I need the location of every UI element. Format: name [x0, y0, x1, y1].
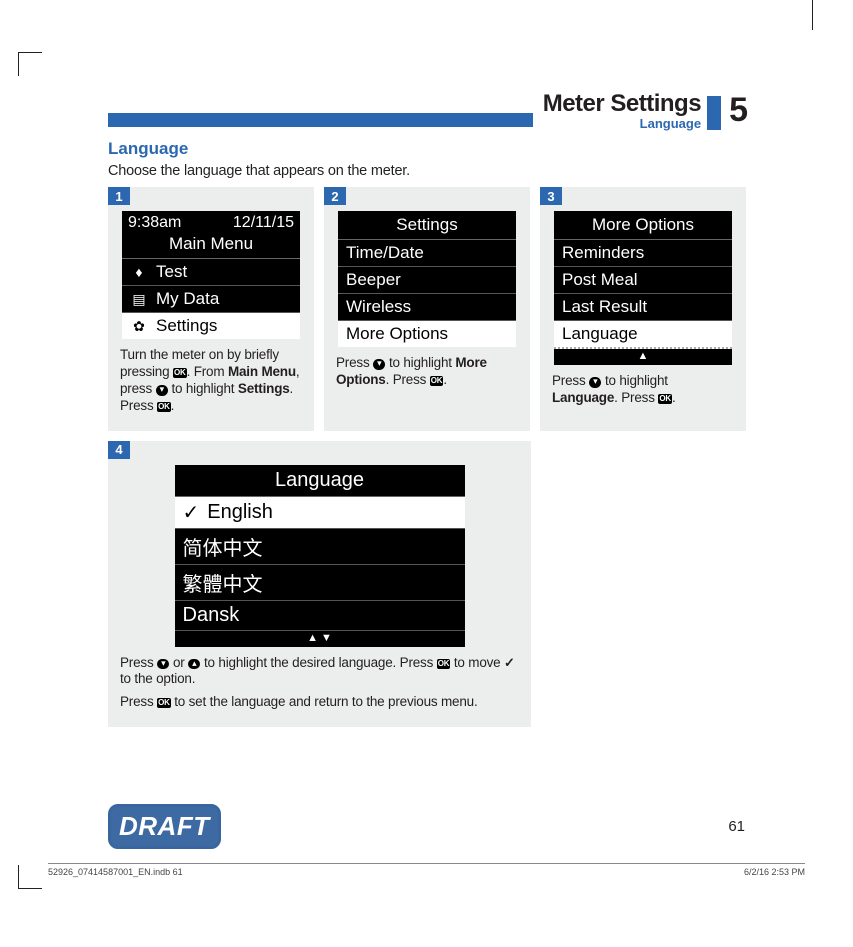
draft-badge: DRAFT — [108, 804, 221, 849]
ok-icon: OK — [430, 376, 444, 386]
meter-screen-language: Language ✓ English 简体中文 繁體中文 Dansk ▲ ▼ — [175, 465, 465, 647]
chapter-number: 5 — [729, 91, 748, 130]
menu-item: 繁體中文 — [175, 565, 465, 601]
menu-item: Dansk — [175, 601, 465, 631]
intro-text: Choose the language that appears on the … — [108, 163, 748, 179]
screen-title: Language — [175, 465, 465, 497]
screen-date: 12/11/15 — [233, 214, 294, 232]
crop-mark — [18, 865, 42, 889]
steps-row-1: 1 9:38am 12/11/15 Main Menu ♦ Test ▤ My … — [108, 187, 748, 431]
section-heading: Language — [108, 139, 748, 159]
step-number: 2 — [324, 187, 346, 205]
step-number: 4 — [108, 441, 130, 459]
menu-item: 简体中文 — [175, 529, 465, 565]
menu-item: Beeper — [338, 267, 516, 294]
scroll-up-icon: ▲ — [554, 349, 732, 365]
step-number: 1 — [108, 187, 130, 205]
print-footer: 52926_07414587001_EN.indb 61 6/2/16 2:53… — [48, 863, 805, 877]
screen-title: Settings — [338, 211, 516, 240]
menu-item-selected: ✓ English — [175, 497, 465, 529]
meter-screen-more-options: More Options Reminders Post Meal Last Re… — [554, 211, 732, 365]
page-content: Meter Settings Language 5 Language Choos… — [108, 90, 748, 727]
crop-mark — [18, 52, 42, 76]
ok-icon: OK — [157, 698, 171, 708]
meter-screen-settings: Settings Time/Date Beeper Wireless More … — [338, 211, 516, 347]
page-number: 61 — [728, 818, 745, 835]
arrow-down-icon: ▾ — [589, 377, 601, 388]
arrow-down-icon: ▾ — [373, 359, 385, 370]
menu-item: Wireless — [338, 294, 516, 321]
screen-title: Main Menu — [122, 232, 300, 259]
ok-icon: OK — [437, 659, 451, 669]
menu-item-selected: More Options — [338, 321, 516, 347]
arrow-up-icon: ▴ — [188, 659, 200, 670]
section-subtitle: Language — [543, 116, 701, 131]
ok-icon: OK — [658, 394, 672, 404]
menu-item-mydata: ▤ My Data — [122, 286, 300, 313]
step-3: 3 More Options Reminders Post Meal Last … — [540, 187, 746, 431]
menu-item: Time/Date — [338, 240, 516, 267]
step-2-text: Press ▾ to highlight More Options. Press… — [324, 355, 530, 389]
step-4-text: Press ▾ or ▴ to highlight the desired la… — [108, 655, 531, 712]
chapter-header: Meter Settings Language 5 — [108, 90, 748, 131]
arrow-down-icon: ▾ — [157, 659, 169, 670]
doc-icon: ▤ — [130, 291, 148, 307]
header-bar — [108, 113, 533, 127]
step-2: 2 Settings Time/Date Beeper Wireless Mor… — [324, 187, 530, 431]
menu-item-test: ♦ Test — [122, 259, 300, 286]
gear-icon: ✿ — [130, 318, 148, 334]
draft-label: DRAFT — [119, 811, 210, 841]
arrow-down-icon: ▾ — [156, 385, 168, 396]
menu-item: Post Meal — [554, 267, 732, 294]
step-1-text: Turn the meter on by briefly pressing OK… — [108, 347, 314, 415]
header-end-block — [707, 96, 721, 130]
screen-time: 9:38am — [128, 214, 181, 232]
step-number: 3 — [540, 187, 562, 205]
screen-title: More Options — [554, 211, 732, 240]
check-icon: ✓ — [504, 655, 515, 671]
menu-item: Reminders — [554, 240, 732, 267]
step-1: 1 9:38am 12/11/15 Main Menu ♦ Test ▤ My … — [108, 187, 314, 431]
ok-icon: OK — [173, 368, 187, 378]
step-3-text: Press ▾ to highlight Language. Press OK. — [540, 373, 746, 407]
ok-icon: OK — [157, 402, 171, 412]
menu-item: Last Result — [554, 294, 732, 321]
drop-icon: ♦ — [130, 264, 148, 280]
crop-mark — [812, 0, 813, 30]
menu-item-selected: Language — [554, 321, 732, 349]
menu-item-settings: ✿ Settings — [122, 313, 300, 339]
footer-timestamp: 6/2/16 2:53 PM — [744, 867, 805, 877]
footer-filename: 52926_07414587001_EN.indb 61 — [48, 867, 183, 877]
scroll-arrows-icon: ▲ ▼ — [175, 631, 465, 647]
meter-screen-main-menu: 9:38am 12/11/15 Main Menu ♦ Test ▤ My Da… — [122, 211, 300, 339]
step-4: 4 Language ✓ English 简体中文 繁體中文 Dansk ▲ ▼… — [108, 441, 531, 728]
check-icon: ✓ — [183, 500, 200, 525]
chapter-title: Meter Settings — [543, 90, 701, 118]
